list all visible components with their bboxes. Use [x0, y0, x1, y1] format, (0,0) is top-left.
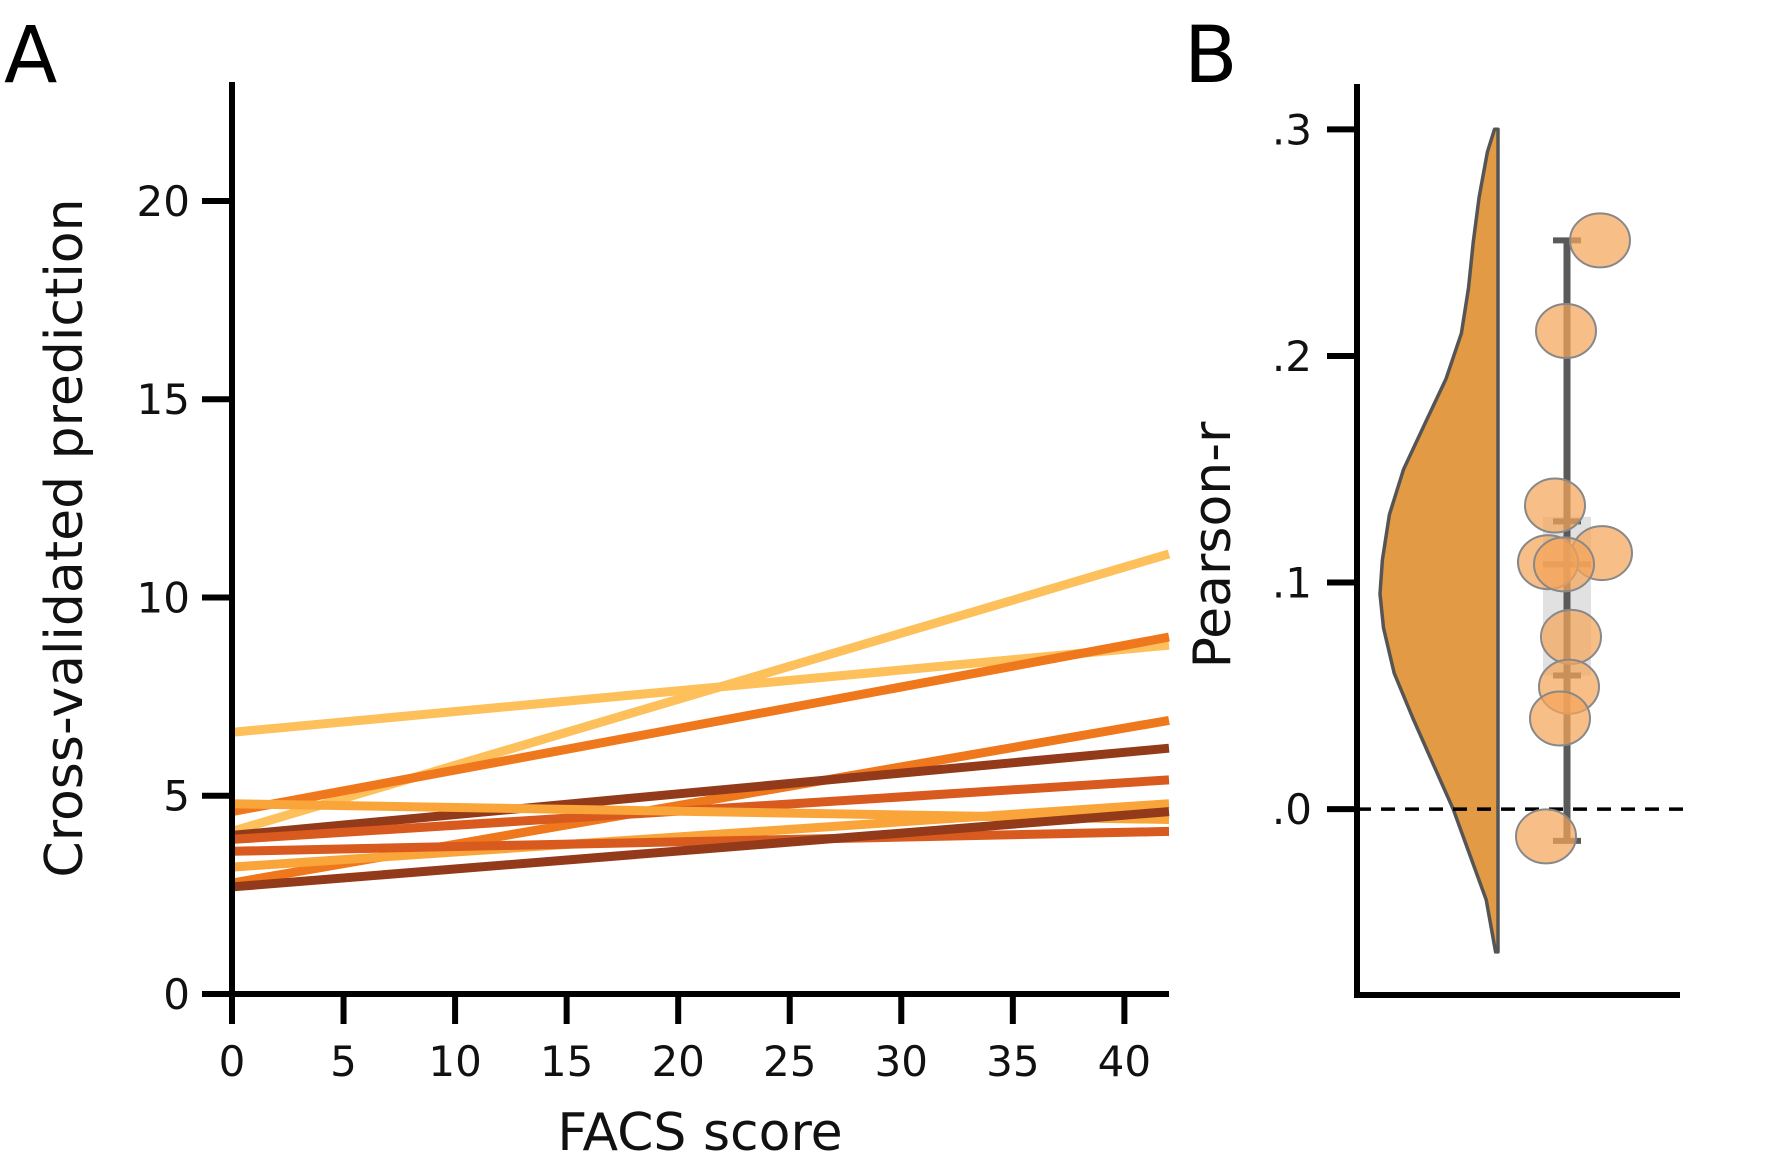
y-tick-label: 0: [163, 970, 190, 1019]
y-tick-label: 10: [137, 573, 190, 622]
data-point: [1524, 477, 1586, 534]
y-tick-label: .3: [1272, 105, 1312, 154]
panel-a-line-chart: A 0 5 10 15 20 25 30 35 40 0 5 10 15 20 FACS score C…: [4, 11, 1171, 1159]
data-point: [1529, 690, 1591, 747]
panel-a-x-axis-label: FACS score: [557, 1103, 842, 1159]
panel-b-y-axis-label: Pearson-r: [1183, 421, 1243, 668]
x-tick-label: 0: [219, 1037, 246, 1086]
panel-a-label: A: [4, 11, 57, 101]
x-tick-label: 10: [428, 1037, 481, 1086]
panel-b-points: [1515, 212, 1633, 865]
panel-a-y-axis-label: Cross-validated prediction: [35, 198, 95, 877]
x-tick-label: 25: [763, 1037, 816, 1086]
y-tick-label: 15: [137, 375, 190, 424]
x-tick-label: 30: [875, 1037, 928, 1086]
data-point: [1540, 608, 1602, 665]
y-tick-label: 5: [163, 772, 190, 821]
y-tick-label: .1: [1272, 559, 1312, 608]
y-tick-label: .0: [1272, 785, 1312, 834]
data-point: [1535, 303, 1597, 359]
x-tick-label: 40: [1098, 1037, 1151, 1086]
panel-a-series-lines: [230, 549, 1171, 892]
series-line-2: [231, 640, 1170, 737]
series-line-10: [231, 807, 1170, 892]
data-point: [1515, 808, 1577, 865]
panel-b-raincloud-plot: B .0 .1 .2 .3 Pearson-r: [1183, 11, 1683, 998]
panel-a-x-ticks: 0 5 10 15 20 25 30 35 40: [219, 994, 1151, 1086]
series-line-3: [231, 632, 1170, 817]
panel-b-y-ticks: .0 .1 .2 .3: [1272, 105, 1357, 834]
data-point: [1569, 212, 1631, 269]
panel-b-violin: [1378, 127, 1500, 954]
data-point: [1533, 536, 1595, 593]
y-tick-label: .2: [1272, 332, 1312, 381]
panel-a-y-ticks: 0 5 10 15 20: [137, 177, 232, 1019]
x-tick-label: 15: [540, 1037, 593, 1086]
x-tick-label: 5: [330, 1037, 357, 1086]
x-tick-label: 20: [651, 1037, 704, 1086]
series-line-8: [231, 799, 1170, 872]
series-line-9: [231, 826, 1170, 856]
panel-b-label: B: [1184, 11, 1238, 101]
series-line-5: [231, 743, 1170, 840]
x-tick-label: 35: [986, 1037, 1039, 1086]
y-tick-label: 20: [137, 177, 190, 226]
